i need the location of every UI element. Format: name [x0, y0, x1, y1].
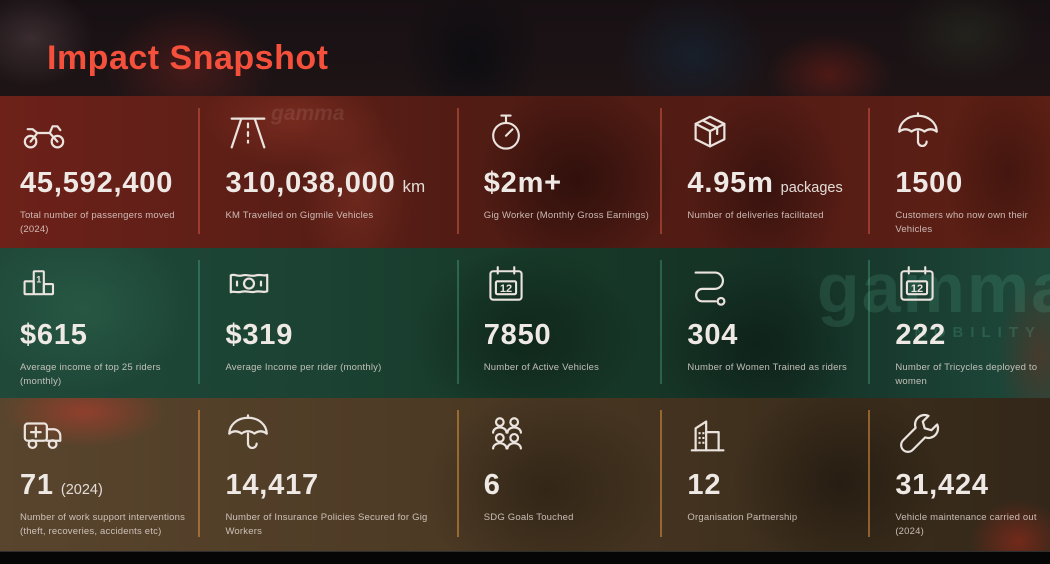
stats-row-earnings: gamma MOBILITY 1 $615 Average income of …: [0, 248, 1050, 398]
stat-cell: 1500 Customers who now own their Vehicle…: [868, 96, 1050, 248]
stat-value: 4.95m: [687, 167, 774, 199]
stat-cell: 4.95m packages Number of deliveries faci…: [660, 96, 868, 248]
stat-value: $615: [20, 319, 88, 351]
stat-cell: 12 7850 Number of Active Vehicles: [456, 248, 661, 398]
stopwatch-icon: [484, 110, 653, 162]
motorcycle-icon: [20, 110, 190, 162]
stat-label: Average Income per rider (monthly): [225, 362, 382, 373]
stat-label: Number of Tricycles deployed to women: [895, 362, 1038, 388]
stat-label: Number of Women Trained as riders: [687, 362, 847, 373]
stat-value: 310,038,000: [225, 167, 396, 199]
svg-text:12: 12: [911, 283, 923, 295]
building-icon: [687, 412, 860, 464]
stat-value: 71: [20, 469, 54, 501]
stat-suffix: packages: [780, 180, 843, 196]
stats-row-passengers: gamma 45,592,400 Total number of passeng…: [0, 96, 1050, 248]
podium-icon: 1: [20, 262, 190, 314]
stat-cell: 14,417 Number of Insurance Policies Secu…: [198, 398, 456, 551]
road-icon: [225, 110, 448, 162]
svg-text:12: 12: [500, 283, 512, 295]
background-photo: [0, 0, 1050, 96]
banknote-icon: [225, 262, 448, 314]
calendar-icon: 12: [484, 262, 653, 314]
svg-text:1: 1: [36, 274, 41, 284]
stat-suffix: (2024): [60, 482, 103, 498]
stat-cell: 31,424 Vehicle maintenance carried out (…: [868, 398, 1050, 551]
stat-label: SDG Goals Touched: [483, 512, 574, 523]
stat-value: 7850: [483, 319, 552, 351]
stat-cell: 1 $615 Average income of top 25 riders (…: [0, 248, 198, 398]
stat-label: Customers who now own their Vehicles: [895, 210, 1028, 236]
stat-label: KM Travelled on Gigmile Vehicles: [225, 210, 374, 221]
stats-row-support: 71 (2024) Number of work support interve…: [0, 398, 1050, 551]
stat-label: Organisation Partnership: [687, 512, 798, 523]
wrench-icon: [895, 412, 1042, 464]
stat-label: Number of Insurance Policies Secured for…: [225, 512, 428, 538]
stat-cell: $2m+ Gig Worker (Monthly Gross Earnings): [456, 96, 661, 248]
stat-cell: 12 Organisation Partnership: [660, 398, 868, 551]
stat-value: 12: [687, 469, 722, 501]
stat-label: Gig Worker (Monthly Gross Earnings): [483, 210, 649, 221]
route-icon: [687, 262, 860, 314]
package-icon: [687, 110, 860, 162]
stat-value: 1500: [895, 167, 964, 199]
stat-label: Average income of top 25 riders (monthly…: [20, 362, 161, 388]
stat-value: 31,424: [895, 469, 989, 501]
stat-value: 304: [687, 319, 739, 351]
stat-cell: 304 Number of Women Trained as riders: [660, 248, 868, 398]
calendar-icon: 12: [895, 262, 1042, 314]
stat-cell: 45,592,400 Total number of passengers mo…: [0, 96, 198, 248]
stat-label: Number of Active Vehicles: [483, 362, 600, 373]
stat-label: Total number of passengers moved (2024): [20, 210, 175, 236]
page-title: Impact Snapshot: [47, 38, 329, 77]
stat-value: 6: [483, 469, 501, 501]
stat-cell: 71 (2024) Number of work support interve…: [0, 398, 198, 551]
people-group-icon: [484, 412, 653, 464]
stat-cell: $319 Average Income per rider (monthly): [198, 248, 456, 398]
stat-cell: 6 SDG Goals Touched: [456, 398, 661, 551]
umbrella-icon: [895, 110, 1042, 162]
stat-label: Vehicle maintenance carried out (2024): [895, 512, 1037, 538]
ambulance-truck-icon: [20, 412, 190, 464]
stat-label: Number of work support interventions (th…: [20, 512, 186, 538]
stat-label: Number of deliveries facilitated: [687, 210, 824, 221]
stat-value: 14,417: [225, 469, 319, 501]
stat-suffix: km: [402, 177, 426, 196]
stat-cell: 12 222 Number of Tricycles deployed to w…: [868, 248, 1050, 398]
umbrella-icon: [225, 412, 448, 464]
stat-value: 45,592,400: [20, 167, 174, 199]
stat-value: $319: [225, 319, 294, 351]
stat-value: $2m+: [483, 167, 562, 199]
stat-cell: 310,038,000 km KM Travelled on Gigmile V…: [198, 96, 456, 248]
stat-value: 222: [895, 319, 947, 351]
bottom-black-bar: [0, 551, 1050, 564]
